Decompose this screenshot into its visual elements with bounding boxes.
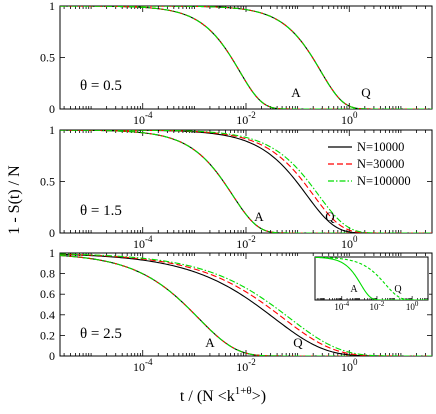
inset-curve-label-Q: Q <box>394 284 402 295</box>
bottom-curve-label-Q: Q <box>293 335 303 350</box>
top-x-tick-label: 10-4 <box>133 110 153 127</box>
middle-y-tick-label: 1 <box>49 123 55 137</box>
inset-x-tick-label: 10-4 <box>334 300 349 312</box>
inset-background <box>314 256 429 313</box>
middle-x-tick-label: 100 <box>341 234 358 251</box>
top-y-tick-label: 0.5 <box>40 51 55 65</box>
legend-label-N-30000: N=30000 <box>357 157 404 171</box>
bottom-panel-label: θ = 2.5 <box>80 326 122 342</box>
inset: 10-4 10-2 100 A Q <box>314 256 429 312</box>
top-panel-label: θ = 0.5 <box>80 78 122 94</box>
legend-label-N-100000: N=100000 <box>357 174 411 188</box>
top-y-tick-label: 0 <box>49 102 55 116</box>
bottom-curve-A-N-100000 <box>60 254 432 356</box>
middle-curve-label-Q: Q <box>325 209 335 224</box>
bottom-x-tick-label: 100 <box>341 357 358 374</box>
bottom-x-tick-label: 10-2 <box>236 357 256 374</box>
bottom-curve-label-A: A <box>205 335 215 350</box>
middle-curve-label-A: A <box>254 209 264 224</box>
inset-curve-label-A: A <box>350 284 358 295</box>
bottom-y-tick-label: 0.4 <box>40 308 55 322</box>
bottom-y-tick-label: 0.6 <box>40 287 55 301</box>
x-axis-title: t / (N <k1+θ>) <box>180 385 266 405</box>
legend-label-N-10000: N=10000 <box>357 140 404 154</box>
top-curve-label-Q: Q <box>361 85 371 100</box>
top-y-tick-label: 1 <box>49 0 55 13</box>
inset-x-tick-label: 10-2 <box>370 300 385 312</box>
middle-curve-Q-N-100000 <box>60 130 432 233</box>
middle-curve-A-N-100000 <box>60 130 432 233</box>
inset-x-tick-label: 100 <box>406 300 419 312</box>
middle-x-tick-label: 10-2 <box>236 234 256 251</box>
top-x-tick-label: 100 <box>341 110 358 127</box>
bottom-x-tick-label: 10-4 <box>133 357 153 374</box>
middle-x-tick-label: 10-4 <box>133 234 153 251</box>
top-x-tick-label: 10-2 <box>236 110 256 127</box>
middle-panel-label: θ = 1.5 <box>80 203 122 219</box>
bottom-curve-A-N-30000 <box>60 254 432 356</box>
y-axis-title: 1 - S(t) / N <box>6 165 23 235</box>
legend: N=10000 N=30000 N=100000 <box>328 140 411 188</box>
middle-y-tick-label: 0.5 <box>40 175 55 189</box>
top-curve-label-A: A <box>291 85 301 100</box>
bottom-curve-Q-N-100000 <box>60 253 432 356</box>
bottom-y-tick-label: 0 <box>49 349 55 363</box>
top-curve-Q-N-100000 <box>60 6 432 109</box>
middle-y-tick-label: 0 <box>49 226 55 240</box>
bottom-y-tick-label: 0.2 <box>40 328 55 342</box>
bottom-y-tick-label: 1 <box>49 246 55 260</box>
bottom-y-tick-label: 0.8 <box>40 267 55 281</box>
inset-curve-A <box>315 257 428 300</box>
